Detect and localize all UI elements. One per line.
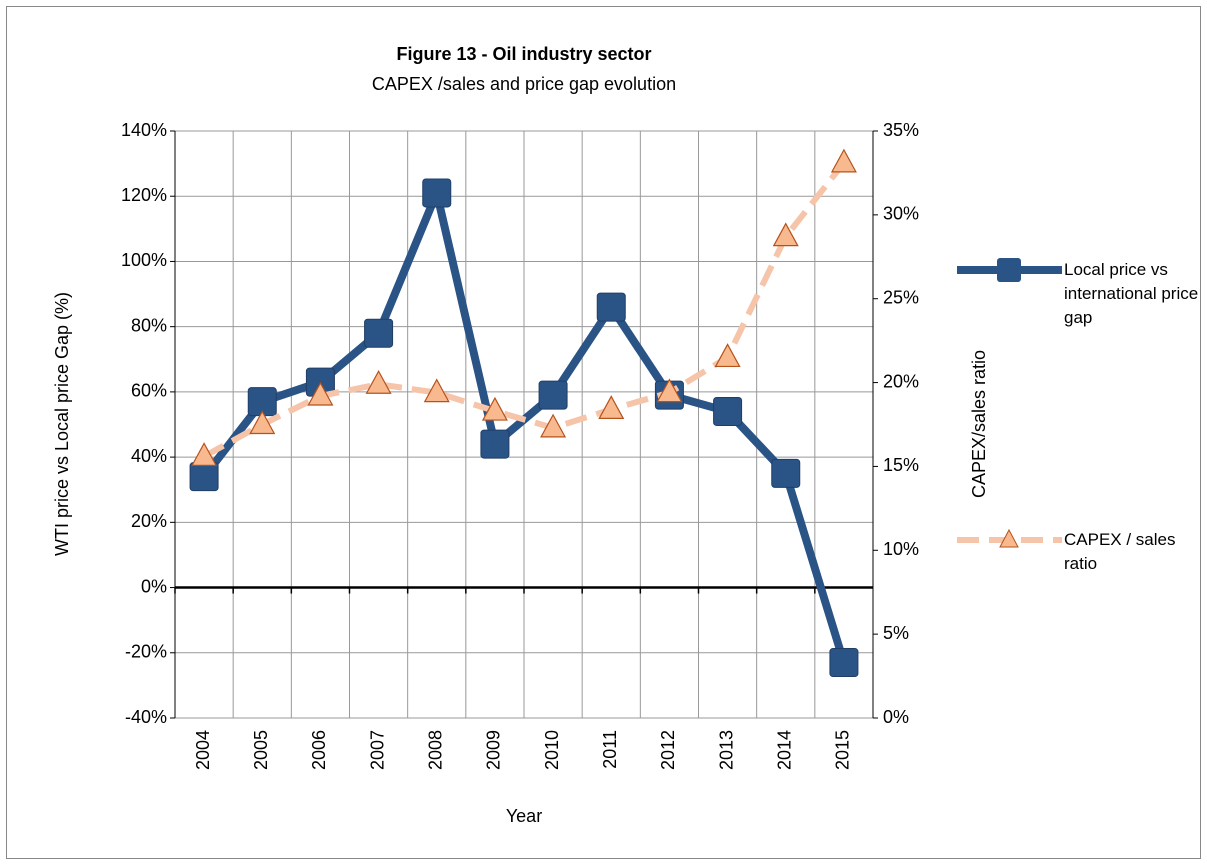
y2-tick-label: 25% [883, 287, 919, 307]
y2-tick-label: 30% [883, 204, 919, 224]
marker [249, 410, 276, 435]
chart-title: Figure 13 - Oil industry sector [396, 44, 651, 64]
y-tick-label: 120% [121, 185, 167, 205]
marker [307, 381, 334, 406]
marker [423, 378, 450, 403]
y2-axis-title: CAPEX/sales ratio [969, 350, 989, 498]
marker [480, 429, 510, 459]
marker [481, 396, 508, 421]
legend-label: Local price vs international price gap [1064, 260, 1199, 327]
x-tick-label: 2015 [833, 730, 853, 770]
marker [714, 343, 741, 368]
marker [538, 380, 568, 410]
y-axis-title: WTI price vs Local price Gap (%) [52, 292, 72, 556]
y2-tick-label: 10% [883, 539, 919, 559]
y-tick-label: 0% [141, 576, 167, 596]
legend-marker [997, 258, 1021, 282]
y-tick-label: 100% [121, 250, 167, 270]
marker [771, 458, 801, 488]
x-tick-label: 2010 [542, 730, 562, 770]
x-tick-label: 2007 [367, 730, 387, 770]
x-tick-label: 2012 [658, 730, 678, 770]
y2-tick-label: 35% [883, 120, 919, 140]
marker [189, 462, 219, 492]
y-tick-label: 140% [121, 120, 167, 140]
y2-tick-label: 5% [883, 623, 909, 643]
x-tick-label: 2013 [716, 730, 736, 770]
x-axis-title: Year [506, 806, 542, 826]
legend-marker [999, 528, 1019, 548]
x-tick-label: 2004 [193, 730, 213, 770]
y-tick-label: 40% [131, 446, 167, 466]
x-tick-label: 2008 [426, 730, 446, 770]
x-tick-label: 2006 [309, 730, 329, 770]
x-tick-label: 2009 [484, 730, 504, 770]
marker [365, 369, 392, 394]
series-line [202, 161, 847, 459]
y-tick-label: -40% [125, 707, 167, 727]
chart-subtitle: CAPEX /sales and price gap evolution [372, 74, 676, 94]
marker [191, 442, 218, 466]
y-tick-label: -20% [125, 642, 167, 662]
x-tick-label: 2005 [251, 730, 271, 770]
y2-tick-label: 15% [883, 455, 919, 475]
y-tick-label: 60% [131, 381, 167, 401]
marker [829, 648, 859, 678]
y2-tick-label: 20% [883, 371, 919, 391]
y-tick-label: 80% [131, 315, 167, 335]
x-tick-label: 2014 [775, 730, 795, 770]
y2-tick-label: 0% [883, 707, 909, 727]
marker [422, 178, 452, 208]
marker [656, 378, 683, 403]
chart-border [6, 6, 1201, 859]
marker [830, 148, 857, 173]
marker [596, 292, 626, 322]
marker [598, 395, 625, 420]
y-tick-label: 20% [131, 511, 167, 531]
x-tick-label: 2011 [600, 730, 620, 769]
marker [364, 318, 394, 348]
marker [713, 396, 743, 426]
marker [772, 222, 799, 247]
marker [540, 413, 567, 438]
legend-label: CAPEX / sales ratio [1064, 530, 1176, 573]
